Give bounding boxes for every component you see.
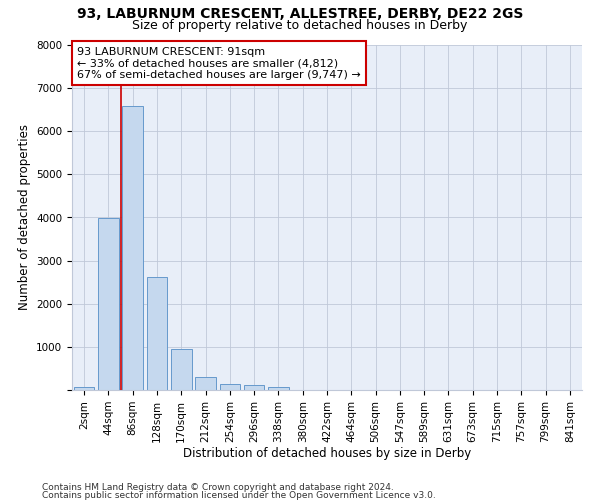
Bar [146,277,167,390]
Text: 93, LABURNUM CRESCENT, ALLESTREE, DERBY, DE22 2GS: 93, LABURNUM CRESCENT, ALLESTREE, DERBY,… [77,8,523,22]
Y-axis label: Number of detached properties: Number of detached properties [17,124,31,310]
Bar [244,386,265,390]
Bar [122,106,143,390]
Text: 93 LABURNUM CRESCENT: 91sqm
← 33% of detached houses are smaller (4,812)
67% of : 93 LABURNUM CRESCENT: 91sqm ← 33% of det… [77,46,361,80]
Bar [98,218,119,390]
X-axis label: Distribution of detached houses by size in Derby: Distribution of detached houses by size … [183,448,471,460]
Bar [74,387,94,390]
Bar [195,377,216,390]
Text: Size of property relative to detached houses in Derby: Size of property relative to detached ho… [133,19,467,32]
Bar [268,387,289,390]
Bar [171,348,191,390]
Text: Contains HM Land Registry data © Crown copyright and database right 2024.: Contains HM Land Registry data © Crown c… [42,484,394,492]
Text: Contains public sector information licensed under the Open Government Licence v3: Contains public sector information licen… [42,490,436,500]
Bar [220,384,240,390]
